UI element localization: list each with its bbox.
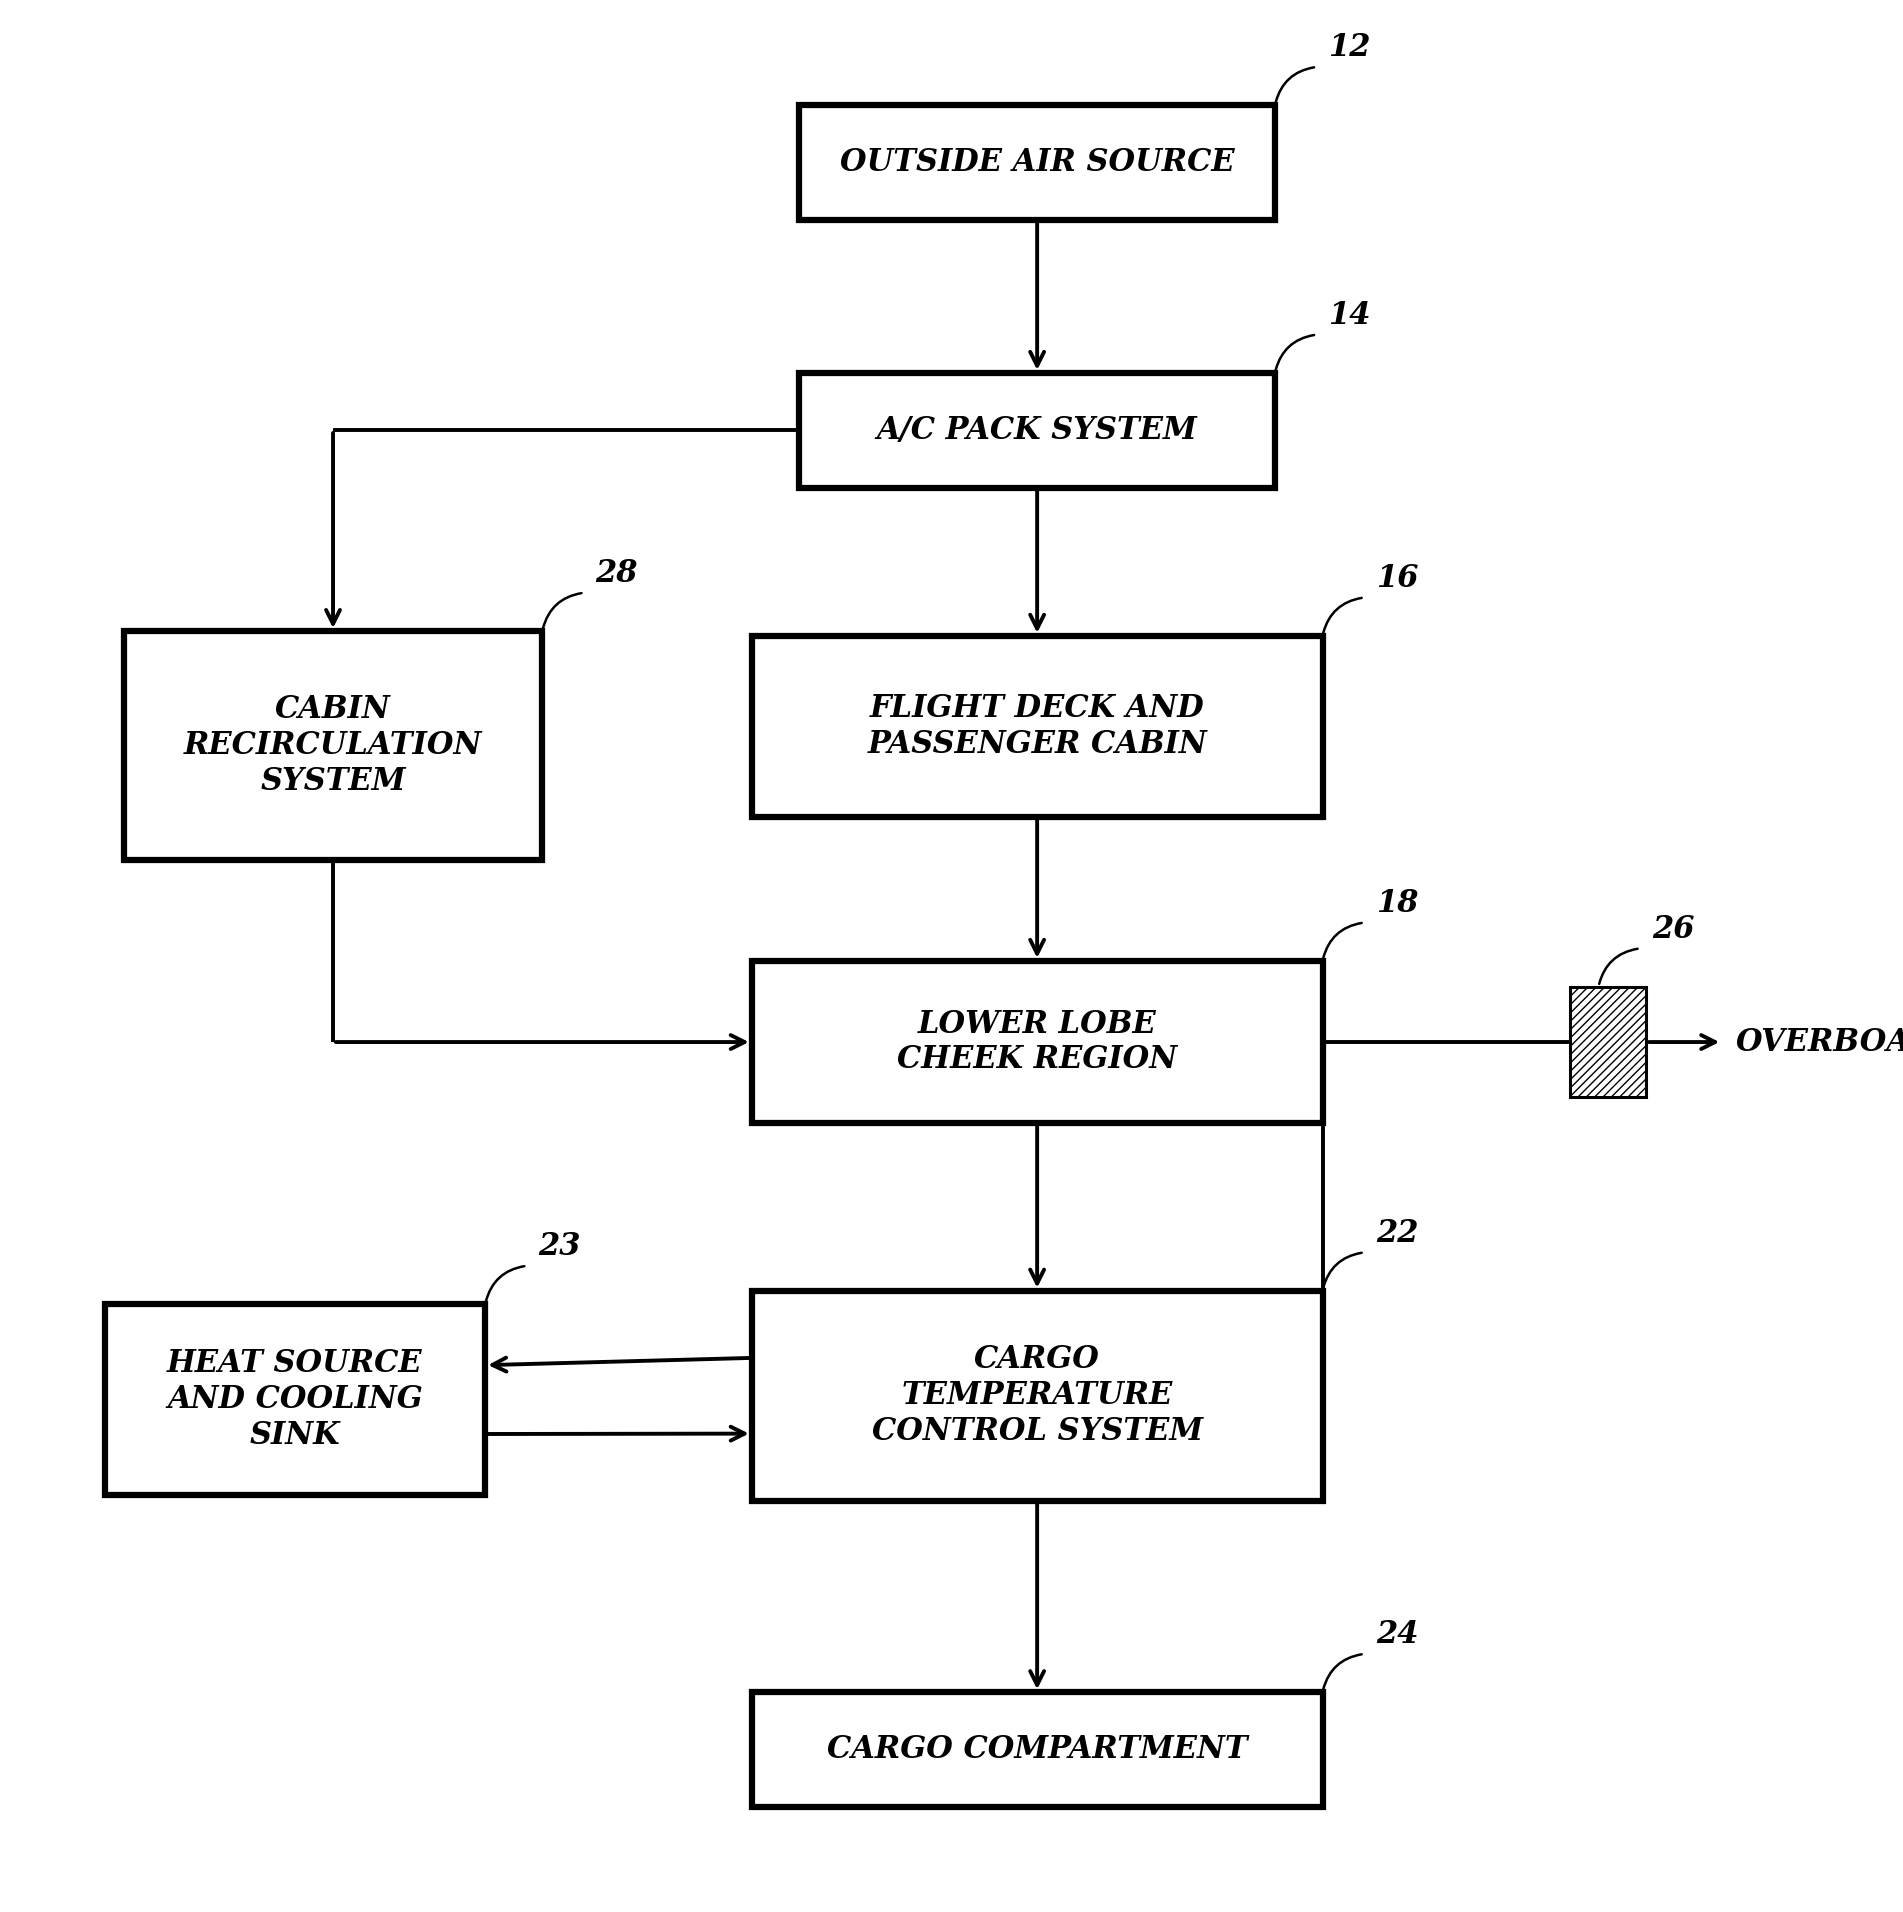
Bar <box>1570 987 1646 1097</box>
Text: 18: 18 <box>1376 887 1418 920</box>
Text: 22: 22 <box>1376 1218 1418 1249</box>
Bar <box>1570 987 1646 1097</box>
Text: 16: 16 <box>1376 562 1418 593</box>
Text: CARGO COMPARTMENT: CARGO COMPARTMENT <box>826 1734 1248 1765</box>
Text: A/C PACK SYSTEM: A/C PACK SYSTEM <box>877 415 1197 445</box>
Bar <box>105 1304 485 1495</box>
Text: OUTSIDE AIR SOURCE: OUTSIDE AIR SOURCE <box>839 147 1235 178</box>
Bar <box>752 1692 1323 1807</box>
Text: CABIN
RECIRCULATION
SYSTEM: CABIN RECIRCULATION SYSTEM <box>185 694 481 797</box>
Text: OVERBOARD: OVERBOARD <box>1736 1027 1903 1057</box>
Text: 12: 12 <box>1328 33 1370 63</box>
Bar <box>752 635 1323 818</box>
Text: 26: 26 <box>1652 914 1694 945</box>
Text: 23: 23 <box>539 1231 580 1262</box>
Text: CARGO
TEMPERATURE
CONTROL SYSTEM: CARGO TEMPERATURE CONTROL SYSTEM <box>872 1344 1203 1447</box>
Bar <box>752 1291 1323 1501</box>
Bar <box>799 373 1275 488</box>
Text: LOWER LOBE
CHEEK REGION: LOWER LOBE CHEEK REGION <box>896 1010 1178 1075</box>
Bar <box>799 105 1275 220</box>
Text: 24: 24 <box>1376 1619 1418 1650</box>
Text: 14: 14 <box>1328 300 1370 331</box>
Bar <box>752 960 1323 1124</box>
Text: FLIGHT DECK AND
PASSENGER CABIN: FLIGHT DECK AND PASSENGER CABIN <box>868 694 1207 759</box>
Bar <box>124 631 542 860</box>
Text: 28: 28 <box>596 558 638 589</box>
Text: HEAT SOURCE
AND COOLING
SINK: HEAT SOURCE AND COOLING SINK <box>167 1348 422 1451</box>
